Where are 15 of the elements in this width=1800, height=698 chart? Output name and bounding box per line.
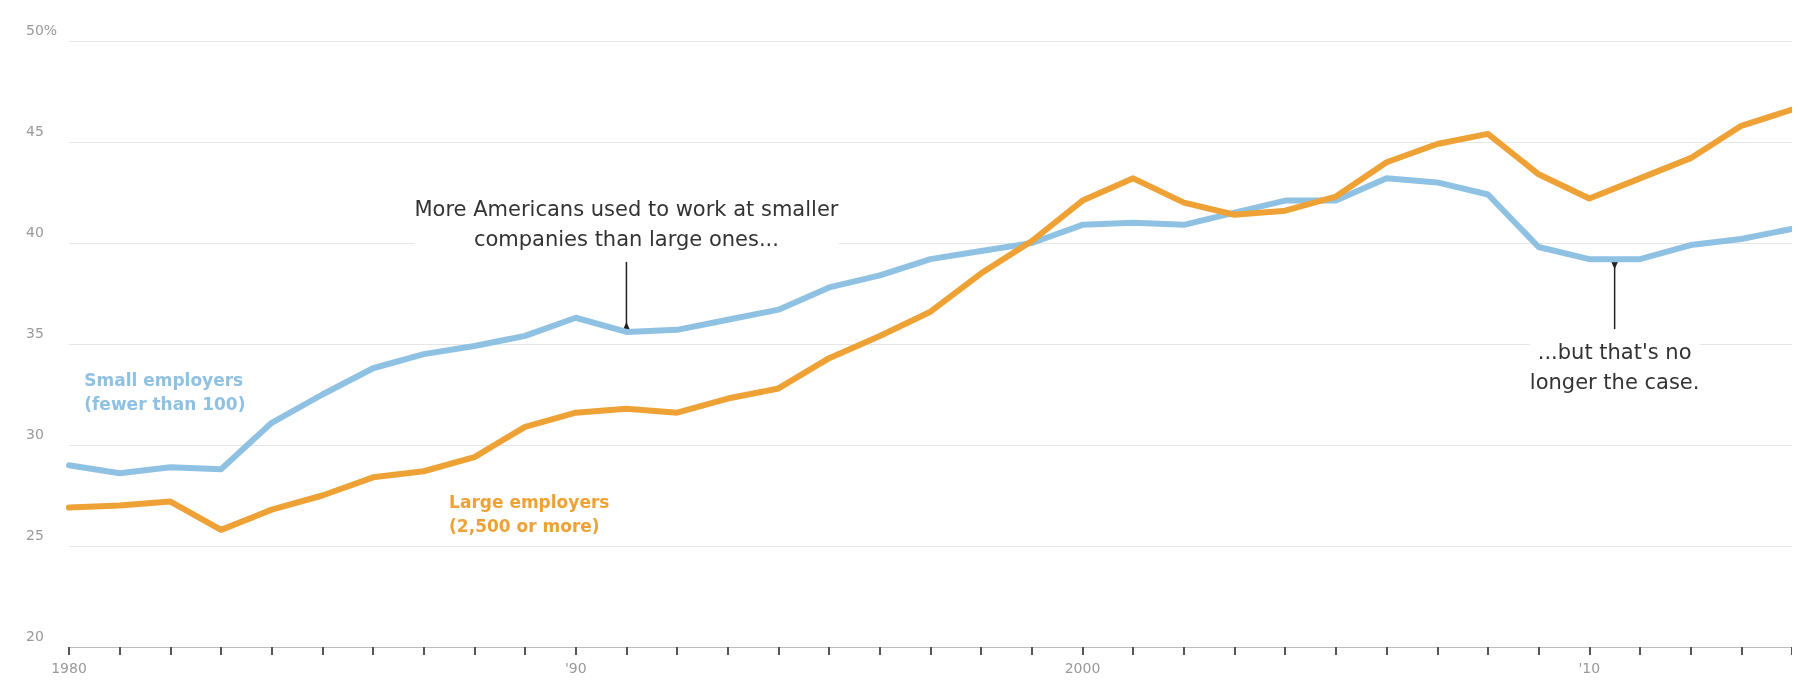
y-tick-label: 50%: [26, 22, 58, 38]
y-tick-label: 25: [26, 527, 44, 543]
y-tick-label: 30: [26, 426, 44, 442]
series-label: Large employers (2,500 or more): [449, 491, 610, 536]
annotation: ...but that's no longer the case.: [1529, 340, 1700, 395]
y-tick-label: 45: [26, 123, 44, 139]
annotation: More Americans used to work at smaller companies than large ones...: [414, 196, 839, 251]
x-tick-label: '10: [1578, 660, 1601, 676]
y-tick-label: 35: [26, 325, 44, 341]
y-tick-label: 40: [26, 224, 44, 240]
x-tick-label: 1980: [51, 660, 87, 676]
y-tick-label: 20: [26, 628, 44, 644]
series-label: Small employers (fewer than 100): [84, 370, 246, 415]
x-tick-label: '90: [564, 660, 587, 676]
x-tick-label: 2000: [1064, 660, 1101, 676]
